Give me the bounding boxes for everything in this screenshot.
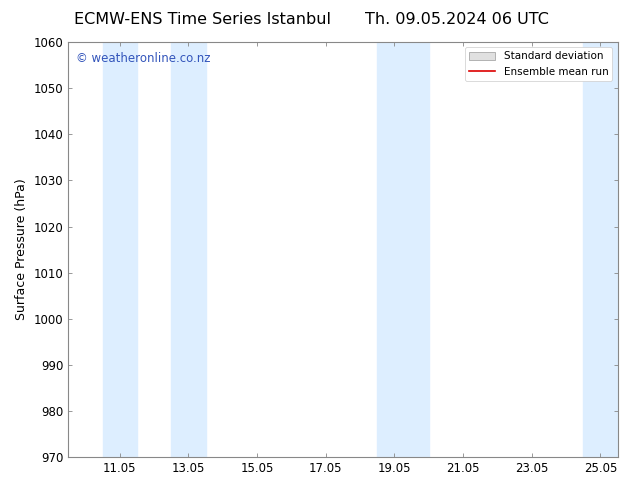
Bar [377, 42, 429, 457]
Bar [103, 42, 137, 457]
Bar [583, 42, 618, 457]
Text: © weatheronline.co.nz: © weatheronline.co.nz [77, 52, 211, 66]
Y-axis label: Surface Pressure (hPa): Surface Pressure (hPa) [15, 179, 28, 320]
Legend: Standard deviation, Ensemble mean run: Standard deviation, Ensemble mean run [465, 47, 612, 81]
Bar [171, 42, 205, 457]
Text: ECMW-ENS Time Series Istanbul: ECMW-ENS Time Series Istanbul [74, 12, 332, 27]
Text: Th. 09.05.2024 06 UTC: Th. 09.05.2024 06 UTC [365, 12, 548, 27]
